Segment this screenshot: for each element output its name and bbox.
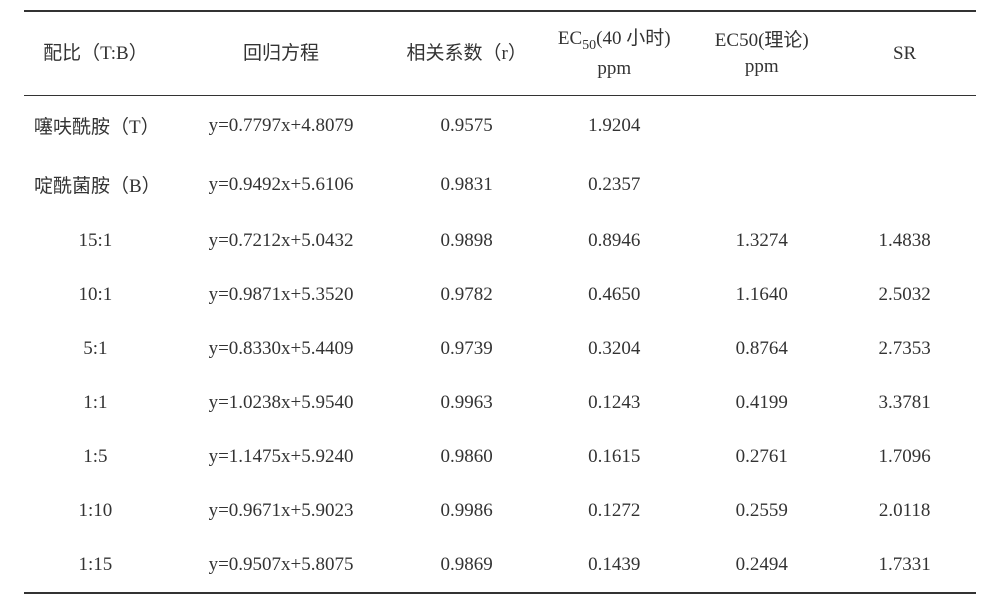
table-row: 噻呋酰胺（T） y=0.7797x+4.8079 0.9575 1.9204 (24, 96, 976, 156)
cell-r: 0.9963 (395, 376, 538, 430)
cell-r: 0.9739 (395, 322, 538, 376)
ec50-text-rest: (40 小时) (596, 28, 670, 49)
cell-ecth: 1.1640 (690, 268, 833, 322)
cell-ratio: 啶酰菌胺（B） (24, 155, 167, 214)
ec50th-unit: ppm (745, 56, 779, 77)
cell-ecth: 0.2559 (690, 484, 833, 538)
cell-ratio: 噻呋酰胺（T） (24, 96, 167, 156)
cell-eq: y=0.7212x+5.0432 (167, 214, 395, 268)
data-table: 配比（T:B） 回归方程 相关系数（r） EC50(40 小时) ppm EC5… (24, 10, 976, 594)
col-header-ratio: 配比（T:B） (24, 11, 167, 96)
cell-ec40: 0.8946 (538, 214, 690, 268)
cell-ec40: 0.3204 (538, 322, 690, 376)
cell-r: 0.9782 (395, 268, 538, 322)
cell-sr: 2.0118 (833, 484, 976, 538)
col-header-equation: 回归方程 (167, 11, 395, 96)
cell-ratio: 1:1 (24, 376, 167, 430)
table-row: 10:1 y=0.9871x+5.3520 0.9782 0.4650 1.16… (24, 268, 976, 322)
cell-ecth: 0.4199 (690, 376, 833, 430)
cell-ecth: 0.2761 (690, 430, 833, 484)
cell-ecth (690, 96, 833, 156)
ec50-subscript: 50 (582, 38, 596, 53)
cell-ratio: 15:1 (24, 214, 167, 268)
cell-eq: y=0.7797x+4.8079 (167, 96, 395, 156)
cell-ratio: 5:1 (24, 322, 167, 376)
cell-sr: 2.7353 (833, 322, 976, 376)
cell-eq: y=0.9492x+5.6106 (167, 155, 395, 214)
cell-eq: y=0.9507x+5.8075 (167, 538, 395, 593)
cell-ec40: 0.2357 (538, 155, 690, 214)
cell-sr: 2.5032 (833, 268, 976, 322)
table-row: 5:1 y=0.8330x+5.4409 0.9739 0.3204 0.876… (24, 322, 976, 376)
col-header-r: 相关系数（r） (395, 11, 538, 96)
cell-ecth: 1.3274 (690, 214, 833, 268)
cell-r: 0.9860 (395, 430, 538, 484)
cell-ratio: 10:1 (24, 268, 167, 322)
col-header-ec50-theory: EC50(理论) ppm (690, 11, 833, 96)
cell-sr (833, 96, 976, 156)
cell-ratio: 1:5 (24, 430, 167, 484)
table-row: 1:1 y=1.0238x+5.9540 0.9963 0.1243 0.419… (24, 376, 976, 430)
cell-eq: y=0.8330x+5.4409 (167, 322, 395, 376)
cell-ecth: 0.2494 (690, 538, 833, 593)
cell-sr: 1.7096 (833, 430, 976, 484)
cell-eq: y=0.9871x+5.3520 (167, 268, 395, 322)
table-row: 1:15 y=0.9507x+5.8075 0.9869 0.1439 0.24… (24, 538, 976, 593)
table-body: 噻呋酰胺（T） y=0.7797x+4.8079 0.9575 1.9204 啶… (24, 96, 976, 594)
cell-r: 0.9575 (395, 96, 538, 156)
table-header-row: 配比（T:B） 回归方程 相关系数（r） EC50(40 小时) ppm EC5… (24, 11, 976, 96)
ec50-text-top: EC (558, 28, 582, 49)
cell-ecth: 0.8764 (690, 322, 833, 376)
table-row: 15:1 y=0.7212x+5.0432 0.9898 0.8946 1.32… (24, 214, 976, 268)
cell-r: 0.9831 (395, 155, 538, 214)
cell-r: 0.9986 (395, 484, 538, 538)
table-row: 啶酰菌胺（B） y=0.9492x+5.6106 0.9831 0.2357 (24, 155, 976, 214)
cell-ec40: 0.1439 (538, 538, 690, 593)
cell-eq: y=0.9671x+5.9023 (167, 484, 395, 538)
cell-r: 0.9869 (395, 538, 538, 593)
cell-ratio: 1:10 (24, 484, 167, 538)
cell-ec40: 0.1243 (538, 376, 690, 430)
table-row: 1:10 y=0.9671x+5.9023 0.9986 0.1272 0.25… (24, 484, 976, 538)
cell-sr (833, 155, 976, 214)
cell-sr: 3.3781 (833, 376, 976, 430)
table-header: 配比（T:B） 回归方程 相关系数（r） EC50(40 小时) ppm EC5… (24, 11, 976, 96)
cell-eq: y=1.1475x+5.9240 (167, 430, 395, 484)
cell-ec40: 0.4650 (538, 268, 690, 322)
cell-sr: 1.4838 (833, 214, 976, 268)
cell-sr: 1.7331 (833, 538, 976, 593)
cell-ecth (690, 155, 833, 214)
cell-ec40: 0.1272 (538, 484, 690, 538)
cell-ec40: 0.1615 (538, 430, 690, 484)
cell-ratio: 1:15 (24, 538, 167, 593)
cell-r: 0.9898 (395, 214, 538, 268)
cell-eq: y=1.0238x+5.9540 (167, 376, 395, 430)
cell-ec40: 1.9204 (538, 96, 690, 156)
ec50th-text-top: EC50(理论) (715, 30, 809, 51)
data-table-container: 配比（T:B） 回归方程 相关系数（r） EC50(40 小时) ppm EC5… (0, 0, 1000, 579)
col-header-sr: SR (833, 11, 976, 96)
table-row: 1:5 y=1.1475x+5.9240 0.9860 0.1615 0.276… (24, 430, 976, 484)
ec50-unit: ppm (597, 58, 631, 79)
col-header-ec50-40h: EC50(40 小时) ppm (538, 11, 690, 96)
